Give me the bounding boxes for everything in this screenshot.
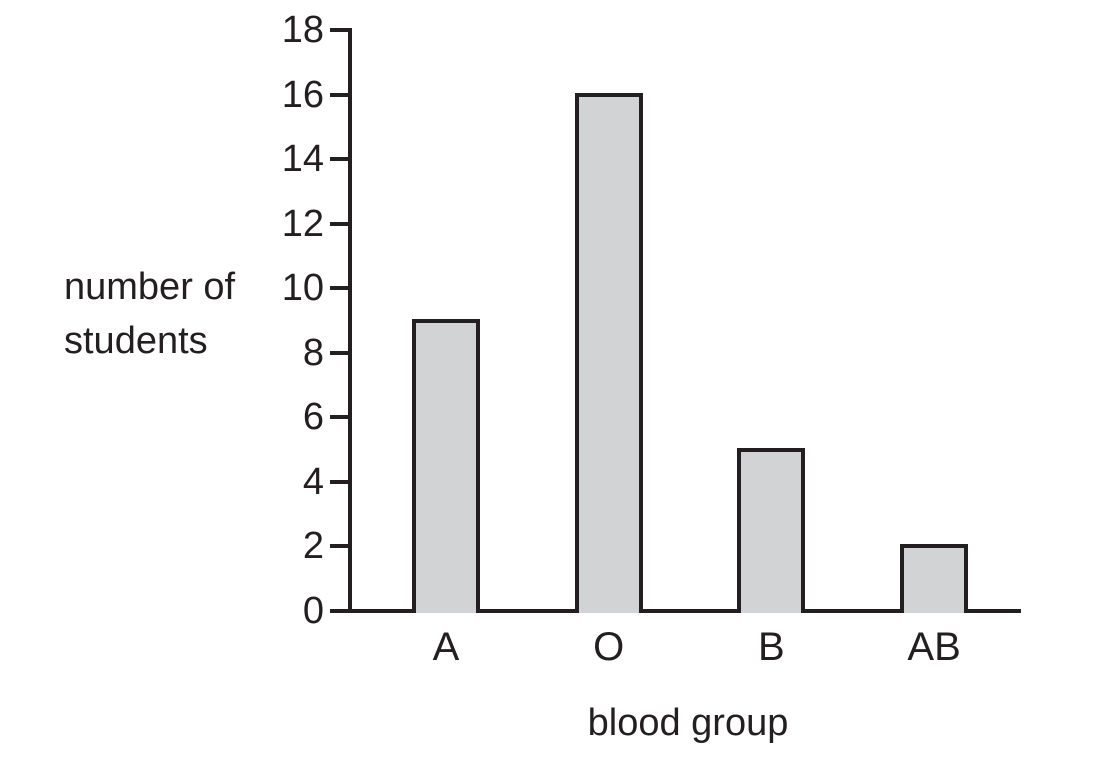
y-axis-line [348,28,352,613]
y-tick-label: 0 [302,590,324,632]
category-label: B [758,625,785,669]
y-tick-mark [330,28,352,32]
y-tick-mark [330,350,352,355]
bar [737,447,806,613]
y-tick-label: 10 [281,267,324,310]
bar [900,544,969,613]
y-tick-label: 2 [302,525,324,568]
y-tick-label: 6 [302,396,324,439]
y-tick-label: 12 [281,202,324,245]
category-label: A [432,625,460,669]
y-tick-mark [330,92,352,97]
y-tick-mark [330,544,352,549]
y-tick-label: 18 [281,9,324,51]
x-axis-line [330,609,1021,613]
x-axis-title: blood group [587,702,789,744]
category-label: O [593,625,625,669]
y-tick-mark [330,157,352,162]
bar [574,92,643,613]
y-tick-label: 14 [281,138,324,181]
y-tick-mark [330,479,352,484]
y-tick-mark [330,415,352,420]
y-axis-title: number of students [64,266,236,362]
category-label: AB [907,625,961,669]
y-tick-label: 8 [302,331,324,374]
y-tick-mark [330,221,352,226]
y-tick-label: 16 [281,73,324,116]
y-tick-mark [330,286,352,291]
bar [412,318,480,613]
y-tick-label: 4 [302,460,324,503]
